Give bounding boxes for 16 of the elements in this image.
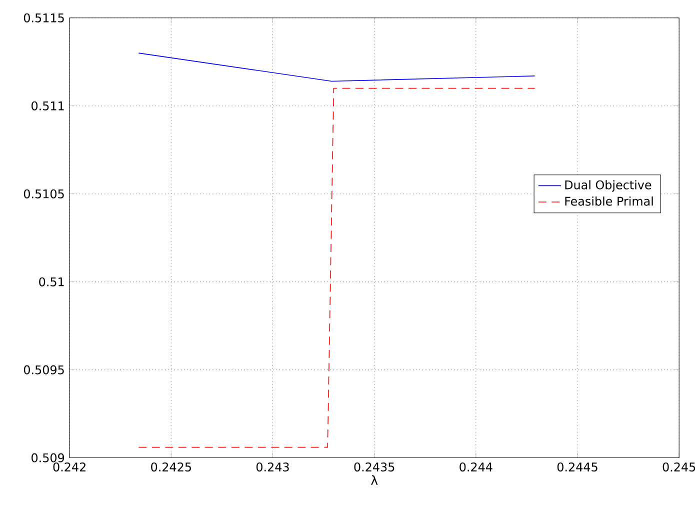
y-tick-label: 0.5115 [24,14,64,23]
legend-label: Dual Objective [565,180,652,192]
y-tick-label: 0.5105 [24,189,64,199]
legend-label: Feasible Primal [565,196,653,206]
x-tick-label: 0.242 [53,462,86,472]
y-tick-label: 0.5095 [24,365,64,374]
y-tick-label: 0.51 [39,277,64,286]
x-tick-label: 0.245 [662,462,695,472]
x-axis-title: λ [370,475,378,486]
x-tick-label: 0.2435 [354,462,394,472]
y-tick-label: 0.511 [32,102,64,111]
x-tick-label: 0.243 [256,462,289,472]
x-tick-label: 0.244 [460,462,492,472]
x-tick-label: 0.2445 [557,462,598,472]
y-tick-label: 0.509 [32,453,64,462]
x-tick-label: 0.2425 [151,462,191,472]
